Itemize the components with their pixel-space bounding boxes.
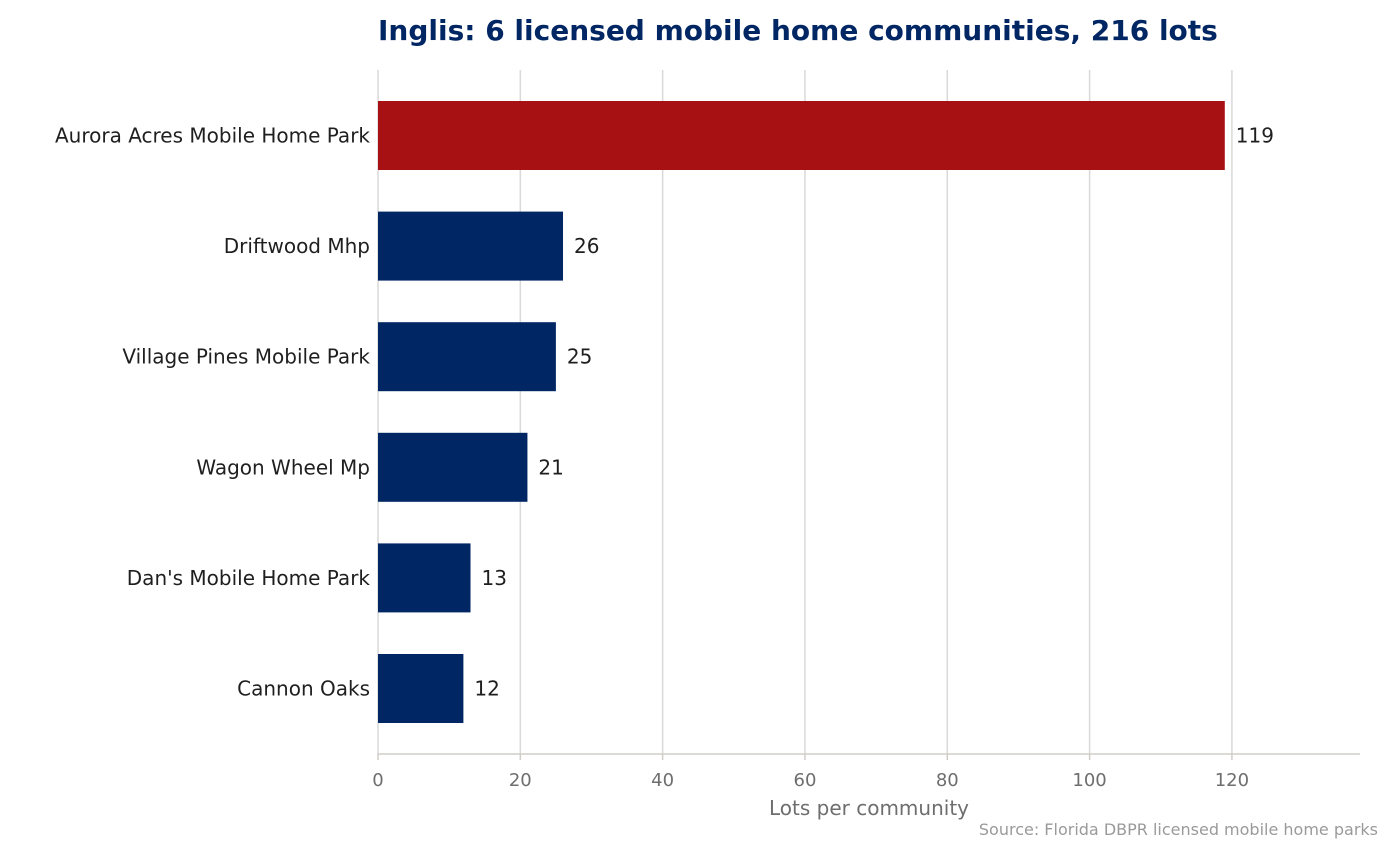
category-label-3: Wagon Wheel Mp [196,455,370,479]
category-label-4: Dan's Mobile Home Park [127,566,371,590]
category-labels: Aurora Acres Mobile Home Park Driftwood M… [55,124,370,701]
bar-2 [378,322,556,392]
category-label-2: Village Pines Mobile Park [122,345,370,369]
category-label-0: Aurora Acres Mobile Home Park [55,124,370,148]
bar-0 [378,101,1225,170]
bar-1 [378,211,564,281]
value-label-0: 119 [1236,124,1274,148]
value-label-1: 26 [574,234,599,258]
bars [378,101,1225,723]
x-tick-label-60: 60 [794,770,817,791]
x-tick-label-0: 0 [372,770,383,791]
x-tick-label-120: 120 [1215,770,1249,791]
x-axis: 0 20 40 60 80 100 120 [372,753,1360,791]
x-tick-label-80: 80 [936,770,959,791]
gridlines [377,70,1233,754]
x-tick-label-20: 20 [509,770,532,791]
chart-title: Inglis: 6 licensed mobile home communiti… [378,14,1218,47]
category-label-1: Driftwood Mhp [224,234,370,258]
source-note: Source: Florida DBPR licensed mobile hom… [979,820,1378,839]
value-label-5: 12 [474,677,499,701]
bar-4 [378,543,471,613]
x-tick-label-40: 40 [651,770,674,791]
value-label-2: 25 [567,345,592,369]
x-axis-title: Lots per community [769,796,969,820]
value-label-4: 13 [482,566,507,590]
x-tick-label-100: 100 [1072,770,1106,791]
bar-3 [378,432,528,502]
value-label-3: 21 [538,455,563,479]
category-label-5: Cannon Oaks [237,677,370,701]
bar-5 [378,654,464,723]
value-labels: 119 26 25 21 13 12 [474,124,1274,701]
